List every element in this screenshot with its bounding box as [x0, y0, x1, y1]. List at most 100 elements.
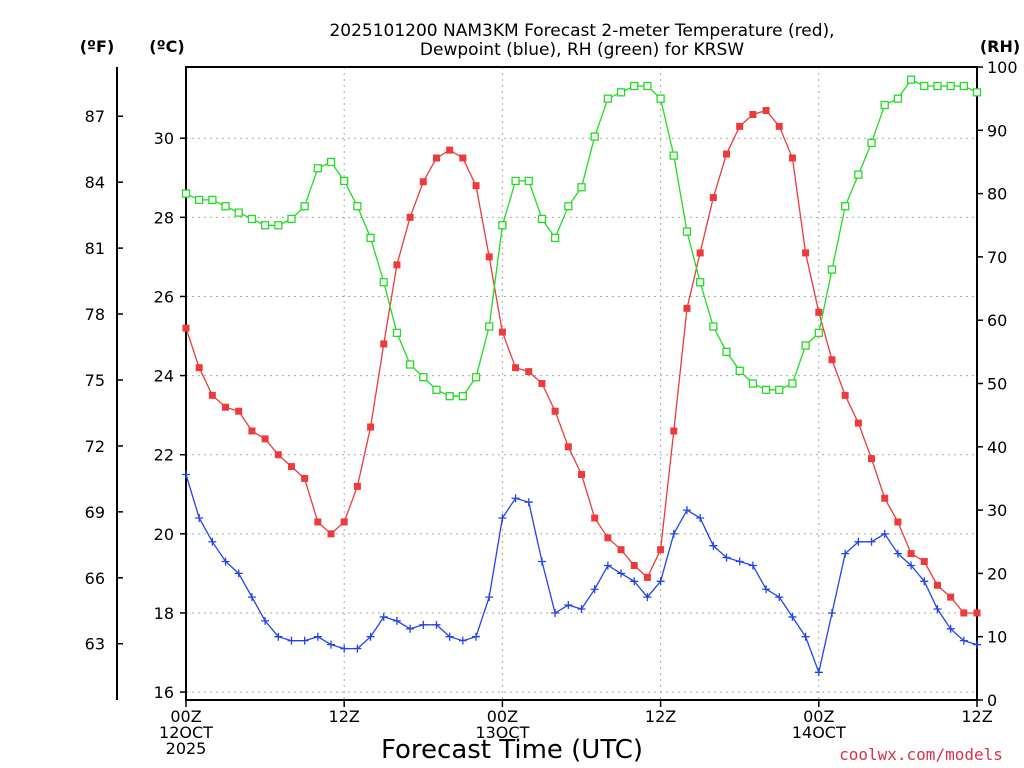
rh-point — [682, 227, 692, 236]
dewpoint-point — [946, 624, 955, 633]
temperature-point — [775, 122, 783, 130]
rh-point — [643, 81, 652, 91]
temperature-point — [604, 534, 612, 542]
dewpoint-point — [709, 541, 718, 550]
rh-point — [827, 265, 837, 274]
rh-point — [630, 81, 639, 91]
fahrenheit-tick-label: 66 — [85, 569, 105, 588]
dewpoint-point — [617, 569, 626, 578]
rh-point — [366, 233, 375, 243]
rh-point — [274, 221, 283, 230]
dewpoint-point — [735, 557, 744, 566]
rh-tick-label: 50 — [987, 375, 1007, 394]
temperature-point — [446, 146, 454, 154]
dewpoint-point — [788, 612, 797, 621]
dewpoint-point — [814, 668, 823, 677]
dewpoint-point — [603, 561, 612, 570]
x-tick-label: 12Z — [329, 707, 360, 726]
temperature-point — [287, 463, 295, 471]
dewpoint-point — [524, 498, 533, 507]
temperature-point — [828, 356, 836, 364]
temperature-point — [195, 364, 203, 372]
rh-point — [801, 341, 810, 350]
rh-point — [326, 157, 336, 167]
dewpoint-point — [195, 514, 204, 523]
temperature-point — [314, 518, 322, 526]
rh-tick-label: 60 — [987, 311, 1007, 330]
rh-point — [458, 392, 468, 401]
temperature-point — [551, 407, 559, 415]
rh-point — [748, 379, 758, 388]
temperature-point — [907, 550, 915, 558]
rh-point — [353, 202, 362, 211]
dewpoint-point — [775, 593, 784, 602]
rh-point — [564, 202, 573, 211]
rh-point — [880, 100, 889, 110]
rh-point — [841, 202, 850, 211]
x-tick-label: 13OCT — [475, 723, 529, 742]
temperature-point — [182, 324, 190, 332]
credit-link[interactable]: coolwx.com/models — [839, 745, 1003, 764]
rh-point — [946, 81, 955, 91]
temperature-point — [512, 364, 520, 372]
temperature-point — [683, 304, 691, 312]
dewpoint-point — [801, 632, 810, 641]
rh-point — [221, 202, 230, 211]
rh-point — [577, 183, 586, 192]
rh-point — [260, 221, 270, 230]
temperature-point — [657, 546, 665, 554]
rh-point — [959, 81, 968, 91]
temperature-point — [459, 154, 467, 162]
fahrenheit-tick-label: 63 — [85, 635, 105, 654]
rh-point — [524, 176, 533, 186]
rh-tick-label: 20 — [987, 564, 1007, 583]
rh-point — [920, 81, 929, 91]
rh-point — [537, 214, 547, 224]
fahrenheit-tick-label: 75 — [85, 371, 105, 390]
temperature-point — [630, 561, 638, 569]
axes — [116, 66, 978, 701]
temperature-point — [485, 253, 493, 261]
temperature-point — [643, 573, 651, 581]
dewpoint-point — [353, 644, 362, 653]
dewpoint-point — [564, 601, 573, 610]
temperature-point — [749, 110, 757, 118]
temperature-point — [406, 213, 414, 221]
celsius-tick-label: 16 — [154, 683, 174, 702]
celsius-tick-label: 28 — [154, 208, 174, 227]
dewpoint-point — [458, 636, 467, 645]
dewpoint-point — [379, 612, 388, 621]
series-layer — [181, 75, 982, 677]
x-tick-label: 14OCT — [792, 723, 846, 742]
dewpoint-point — [274, 632, 283, 641]
dewpoint-point — [392, 616, 401, 625]
dewpoint-point — [656, 577, 665, 586]
temperature-point — [208, 391, 216, 399]
dewpoint-point — [366, 632, 375, 641]
fahrenheit-tick-label: 84 — [85, 173, 105, 192]
rh-point — [287, 214, 296, 224]
fahrenheit-tick-label: 72 — [85, 437, 105, 456]
rh-point — [722, 347, 731, 357]
rh-point — [445, 392, 454, 401]
temperature-point — [736, 122, 744, 130]
dewpoint-point — [287, 636, 296, 645]
rh-point — [550, 233, 560, 243]
x-tick-label: 00Z — [487, 707, 518, 726]
dewpoint-point — [182, 470, 190, 479]
x-tick-label: 12OCT — [159, 723, 213, 742]
dewpoint-point — [696, 514, 705, 523]
dewpoint-point — [841, 549, 850, 558]
temperature-point — [578, 470, 585, 478]
temperature-point — [564, 443, 572, 451]
temperature-point — [340, 518, 348, 526]
dewpoint-point — [208, 537, 217, 546]
temperature-point — [762, 107, 770, 115]
rh-point — [247, 214, 257, 224]
temperature-point — [222, 403, 230, 411]
rh-tick-label: 90 — [987, 121, 1007, 140]
dewpoint-point — [313, 632, 322, 641]
rh-point — [696, 278, 705, 287]
dewpoint-point — [643, 593, 652, 602]
